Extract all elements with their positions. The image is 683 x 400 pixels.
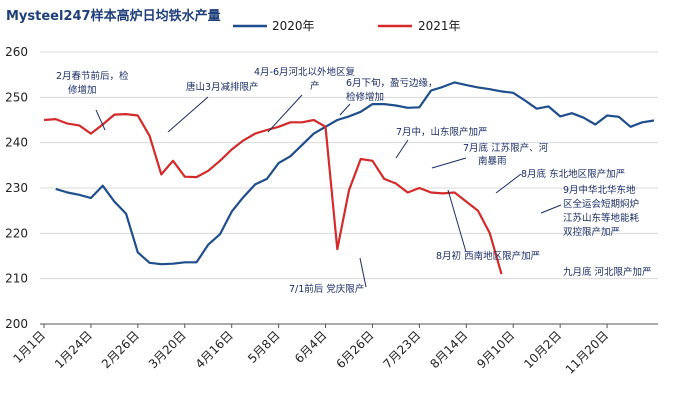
legend: 2020年 2021年 [233,19,461,33]
y-axis: 200 210 220 230 240 250 260 [5,45,28,331]
annotation-line: 2月春节前后，检 [56,70,129,82]
series-line-2020 [55,81,655,266]
annotation-late-june-maintenance: 6月下旬，盈亏边缘， 检修增加 [339,77,438,116]
x-tick-label: 9月10日 [474,328,517,371]
annotation-leader [359,257,367,288]
annotation-line: 产 [310,80,320,92]
annotation-line: 江苏山东等地能耗 [563,212,640,224]
x-tick-label: 6月4日 [292,328,330,366]
annotation-line: 9月中华北华东地 [563,184,636,196]
annotation-tangshan-march: 唐山3月减排限产 [167,81,259,133]
x-tick-label: 10月2日 [521,328,564,371]
series-lines [43,81,655,275]
x-axis: 1月1日 1月24日 2月26日 3月20日 4月16日 5月8日 6月4日 6月26日 7月2… [10,324,611,377]
annotation-july-1-party: 7/1前后 党庆限产 [289,257,367,295]
annotation-line: 8月底 东北地区限产加严 [521,168,625,180]
annotation-line: 九月底 河北限产加严 [563,266,652,278]
annotation-line: 6月下旬，盈亏边缘， [346,77,438,89]
x-tick-label: 7月23日 [380,328,423,371]
y-tick-label: 240 [5,136,28,150]
annotation-line: 双控限产加严 [563,226,620,238]
annotation-line: 修增加 [68,84,97,96]
x-tick-label: 11月20日 [563,328,611,376]
annotation-end-july-jiangsu-henan: 7月底 江苏限产、河 南暴雨 [431,142,549,169]
legend-label-2021: 2021年 [418,19,461,33]
annotation-end-sep-hebei: 九月底 河北限产加严 [563,266,652,278]
annotation-line: 4月-6月河北以外地区复 [254,66,356,78]
annotation-leader [540,204,562,214]
annotation-line: 8月初 西南地区限产加严 [436,250,540,262]
annotation-apr-jun-resumption: 4月-6月河北以外地区复 产 [254,66,356,133]
x-tick-label: 8月14日 [427,328,470,371]
annotation-early-aug-southwest: 8月初 西南地区限产加严 [436,189,540,262]
annotation-mid-july-shandong: 7月中，山东限产加严 [395,126,488,159]
x-tick-label: 6月26日 [334,328,377,371]
annotation-leader [431,157,467,169]
y-tick-label: 200 [5,317,28,331]
y-tick-label: 260 [5,45,28,59]
chart-title: Mysteel247样本高炉日均铁水产量 [6,8,221,24]
annotation-leader [267,94,303,133]
annotation-leader [447,189,467,253]
annotation-leader [495,173,522,194]
x-tick-label: 1月24日 [52,328,95,371]
x-tick-label: 1月1日 [10,328,48,366]
annotation-leader [339,103,351,116]
annotation-line: 7月中，山东限产加严 [396,126,488,138]
annotation-leader [95,109,106,131]
y-tick-label: 210 [5,272,28,286]
annotation-end-aug-northeast: 8月底 东北地区限产加严 [495,168,625,194]
annotation-leader [167,96,209,133]
annotation-spring-festival: 2月春节前后，检 修增加 [56,70,129,131]
legend-label-2020: 2020年 [272,19,315,33]
annotation-mid-sep-games: 9月中华北华东地 区全运会短期焖炉 江苏山东等地能耗 双控限产加严 [540,184,640,238]
y-tick-label: 250 [5,90,28,104]
annotation-line: 7/1前后 党庆限产 [289,283,364,295]
x-tick-label: 2月26日 [99,328,142,371]
annotation-line: 7月底 江苏限产、河 [463,142,549,154]
y-tick-label: 220 [5,226,28,240]
annotations: 2月春节前后，检 修增加 唐山3月减排限产 4月-6月河北以外地区复 产 6月下… [56,66,652,295]
annotation-leader [395,139,409,159]
annotation-line: 检修增加 [346,91,384,103]
annotation-line: 唐山3月减排限产 [186,81,259,93]
x-tick-label: 3月20日 [146,328,189,371]
series-line-2021 [43,113,503,275]
x-tick-label: 4月16日 [193,328,236,371]
x-tick-label: 5月8日 [245,328,283,366]
annotation-line: 南暴雨 [478,155,507,167]
annotation-line: 区全运会短期焖炉 [563,198,639,210]
y-tick-label: 230 [5,181,28,195]
